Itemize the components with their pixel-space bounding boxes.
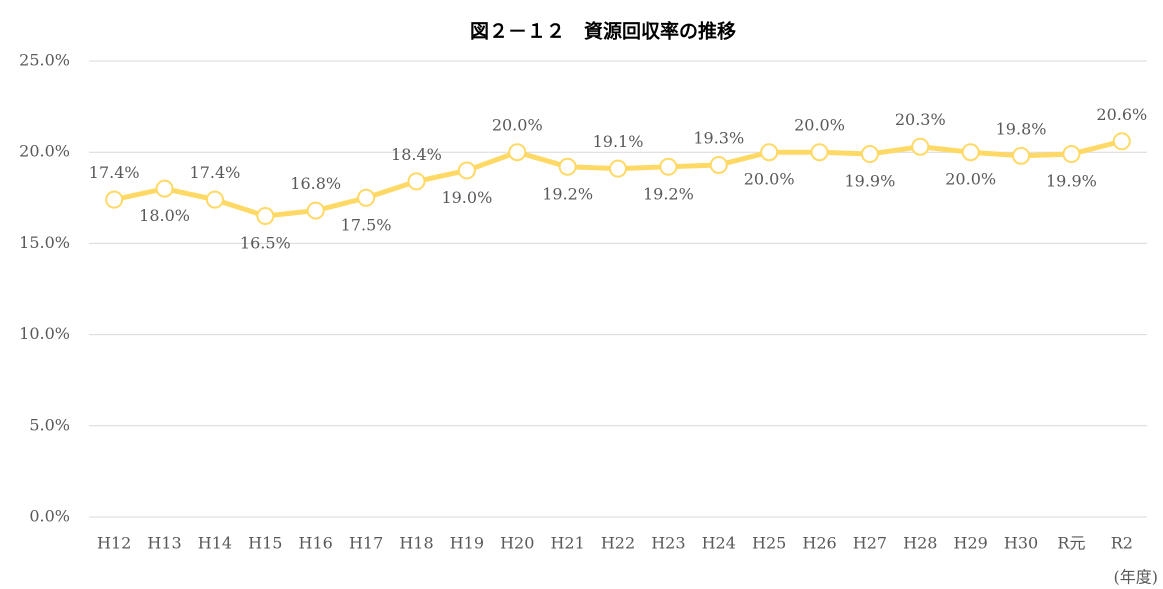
- data-point: [1112, 132, 1131, 151]
- y-tick-label: 20.0%: [19, 142, 70, 161]
- y-tick-label: 5.0%: [29, 415, 70, 434]
- x-tick-label: H27: [853, 534, 887, 553]
- x-tick-label: H13: [147, 534, 181, 553]
- x-axis-label: (年度): [1114, 568, 1159, 587]
- x-tick-label: H19: [450, 534, 484, 553]
- data-label: 19.2%: [542, 184, 593, 203]
- data-point: [1012, 146, 1031, 165]
- data-point: [760, 143, 779, 162]
- x-tick-label: R元: [1057, 534, 1085, 553]
- data-point: [457, 161, 476, 180]
- data-label: 19.9%: [1046, 172, 1097, 191]
- y-tick-label: 0.0%: [29, 507, 70, 526]
- data-point: [407, 172, 426, 191]
- x-tick-label: H14: [198, 534, 232, 553]
- data-point: [155, 179, 174, 198]
- data-label: 20.6%: [1096, 105, 1147, 124]
- chart-title: 図２－１２ 資源回収率の推移: [470, 20, 736, 43]
- data-point: [508, 143, 527, 162]
- data-label: 20.3%: [895, 110, 946, 129]
- x-tick-label: H23: [651, 534, 685, 553]
- data-label: 19.9%: [844, 172, 895, 191]
- x-tick-label: H25: [752, 534, 786, 553]
- x-tick-label: H30: [1004, 534, 1038, 553]
- y-tick-label: 25.0%: [19, 51, 70, 70]
- data-point: [1062, 145, 1081, 164]
- data-label: 19.8%: [996, 119, 1047, 138]
- data-label: 20.0%: [945, 170, 996, 189]
- data-label: 16.8%: [290, 174, 341, 193]
- data-point: [256, 207, 275, 226]
- x-tick-label: H21: [550, 534, 584, 553]
- x-tick-label: H17: [349, 534, 383, 553]
- data-point: [609, 159, 627, 178]
- x-tick-label: R2: [1111, 534, 1133, 553]
- data-point: [205, 190, 224, 209]
- data-point: [306, 201, 325, 220]
- data-label: 19.3%: [693, 128, 744, 147]
- data-point: [558, 157, 577, 176]
- x-tick-label: H26: [802, 534, 836, 553]
- data-label: 17.4%: [89, 163, 140, 182]
- data-label: 18.0%: [139, 206, 190, 225]
- data-point: [911, 137, 930, 156]
- y-tick-label: 15.0%: [19, 233, 70, 252]
- data-label: 19.0%: [441, 188, 492, 207]
- data-label: 18.4%: [391, 145, 442, 164]
- data-point: [810, 143, 829, 162]
- data-label: 19.1%: [593, 132, 644, 151]
- data-point: [860, 145, 879, 164]
- x-tick-label: H16: [299, 534, 333, 553]
- x-tick-label: H28: [903, 534, 937, 553]
- data-label: 17.4%: [190, 163, 241, 182]
- x-tick-label: H22: [601, 534, 635, 553]
- data-label: 16.5%: [240, 234, 291, 253]
- x-tick-label: H12: [97, 534, 131, 553]
- x-tick-label: H24: [702, 534, 736, 553]
- data-point: [709, 155, 728, 174]
- x-tick-label: H15: [248, 534, 282, 553]
- data-point: [659, 157, 678, 176]
- x-tick-label: H18: [399, 534, 433, 553]
- data-label: 20.0%: [744, 170, 795, 189]
- data-point: [961, 143, 980, 162]
- x-tick-label: H29: [954, 534, 988, 553]
- x-tick-label: H20: [500, 534, 534, 553]
- y-tick-label: 10.0%: [19, 324, 70, 343]
- data-point: [357, 188, 376, 207]
- data-label: 19.2%: [643, 184, 694, 203]
- data-label: 17.5%: [341, 215, 392, 234]
- data-point: [105, 190, 124, 209]
- data-label: 20.0%: [794, 116, 845, 135]
- data-label: 20.0%: [492, 116, 543, 135]
